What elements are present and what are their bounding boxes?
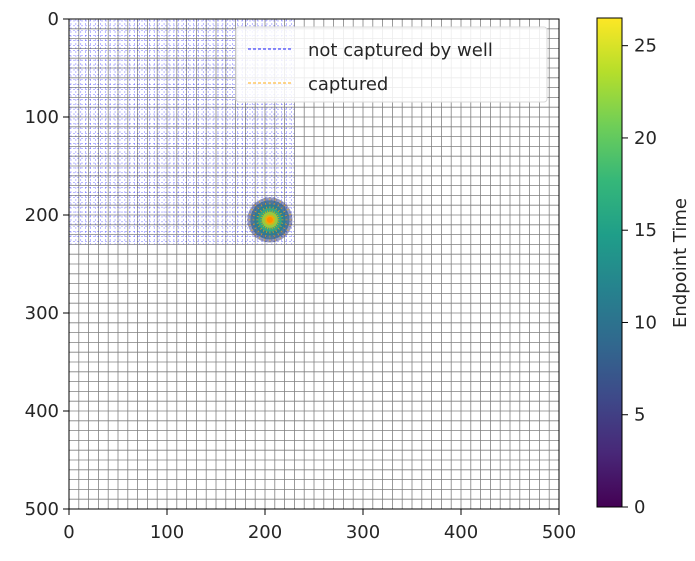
- trace-captured: [251, 208, 269, 220]
- colorbar-tick-label: 0: [634, 497, 645, 518]
- trace-captured: [270, 221, 282, 239]
- trace-captured: [263, 198, 270, 219]
- trace-captured: [254, 221, 269, 236]
- well-center-marker: [266, 216, 273, 223]
- y-tick-label: 0: [48, 9, 59, 30]
- legend-label-captured: captured: [308, 74, 388, 95]
- y-tick-label: 300: [25, 303, 59, 324]
- series-captured: [247, 197, 293, 243]
- trace-captured: [263, 221, 270, 241]
- legend: not captured by well captured: [235, 26, 548, 103]
- x-tick-label: 200: [248, 522, 282, 543]
- colorbar-tick-label: 25: [634, 36, 657, 57]
- x-tick-label: 500: [542, 522, 576, 543]
- x-tick-label: 0: [63, 522, 74, 543]
- y-axis: 0 100 200 300 400 500: [25, 9, 69, 520]
- trace-captured: [248, 213, 269, 220]
- x-tick-label: 300: [346, 522, 380, 543]
- legend-label-not-captured: not captured by well: [308, 40, 493, 61]
- trace-captured: [258, 221, 270, 239]
- trace-captured: [270, 221, 276, 241]
- x-tick-label: 400: [444, 522, 478, 543]
- x-tick-label: 100: [150, 522, 184, 543]
- series-not-captured: [69, 19, 295, 245]
- colorbar-tick-label: 20: [634, 128, 657, 149]
- trace-captured: [248, 220, 269, 226]
- trace-captured: [258, 201, 270, 219]
- colorbar-tick-label: 10: [634, 312, 657, 333]
- colorbar-label: Endpoint Time: [670, 198, 691, 328]
- trace-captured: [270, 198, 276, 219]
- trajectory-marks: [69, 19, 295, 245]
- colorbar: 0 5 10 15 20 25 Endpoint Time: [596, 17, 691, 518]
- y-tick-label: 200: [25, 205, 59, 226]
- trace-captured: [251, 220, 269, 232]
- trace-captured: [271, 204, 286, 219]
- trace-captured: [271, 220, 291, 226]
- x-axis: 0 100 200 300 400 500: [63, 509, 576, 543]
- colorbar-tick-label: 5: [634, 405, 645, 426]
- y-tick-label: 400: [25, 401, 59, 422]
- plot-frame: [68, 18, 560, 510]
- colorbar-tick-label: 15: [634, 220, 657, 241]
- trace-captured: [271, 208, 289, 220]
- trace-captured: [270, 201, 282, 219]
- trace-captured: [271, 213, 291, 220]
- colorbar-gradient: [596, 17, 623, 508]
- trace-captured: [271, 220, 289, 232]
- trace-captured: [271, 221, 286, 236]
- trace-captured: [254, 204, 269, 219]
- y-tick-label: 100: [25, 107, 59, 128]
- grid-lines: [69, 19, 559, 509]
- legend-box: [235, 26, 548, 103]
- colorbar-ticks: 0 5 10 15 20 25: [622, 36, 657, 518]
- y-tick-label: 500: [25, 499, 59, 520]
